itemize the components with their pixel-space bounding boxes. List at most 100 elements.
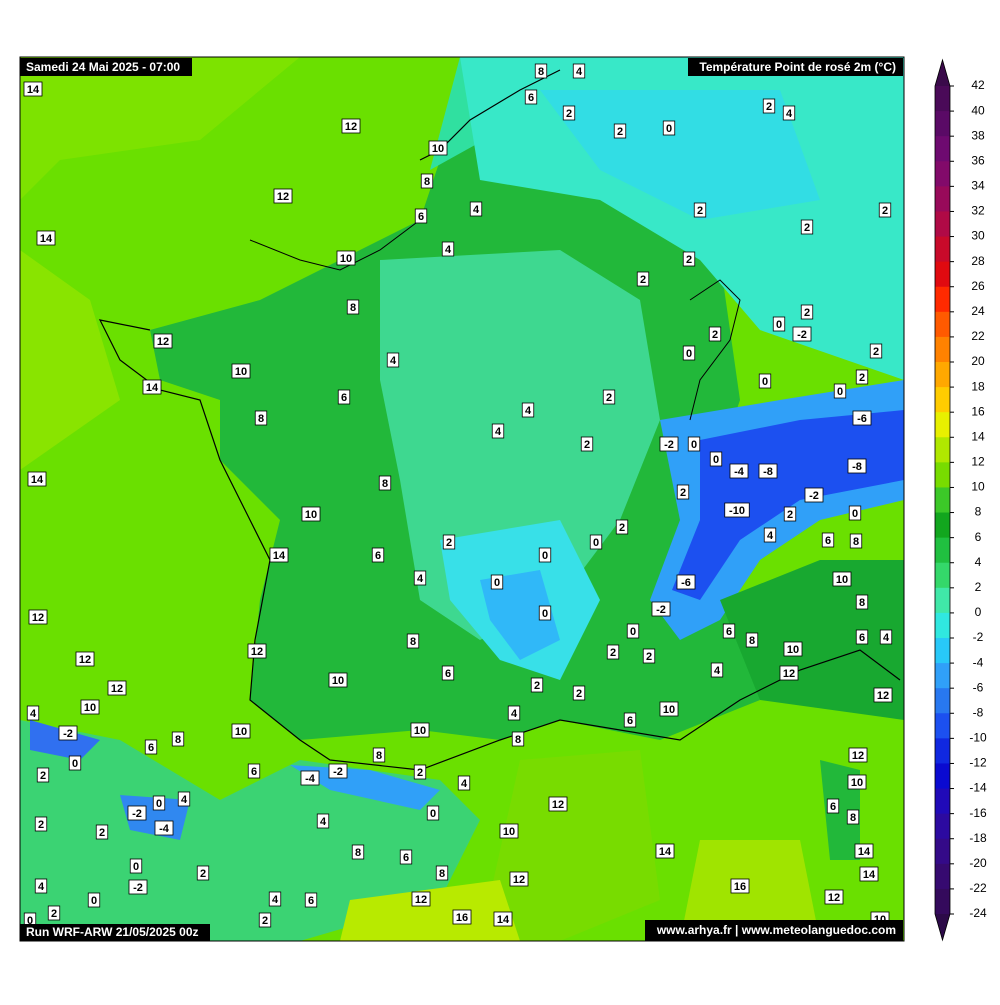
station-value: 4 bbox=[390, 355, 397, 367]
station-value: 12 bbox=[828, 892, 840, 904]
colorbar-tick-label: 8 bbox=[975, 505, 982, 519]
station-value: 12 bbox=[277, 191, 289, 203]
station-box bbox=[153, 333, 173, 349]
station-value: 14 bbox=[273, 550, 286, 562]
station-box bbox=[34, 816, 48, 832]
colorbar-tick-label: 34 bbox=[971, 179, 985, 193]
run-info: Run WRF-ARW 21/05/2025 00z bbox=[26, 925, 199, 939]
station-box bbox=[336, 250, 356, 266]
station-value: 2 bbox=[200, 868, 206, 880]
station-value: 8 bbox=[538, 66, 544, 78]
station-value: 12 bbox=[852, 750, 864, 762]
station-box bbox=[107, 680, 127, 696]
station-box bbox=[23, 81, 43, 97]
station-value: 4 bbox=[417, 573, 424, 585]
station-value: 10 bbox=[787, 644, 799, 656]
station-value: 4 bbox=[714, 665, 721, 677]
colorbar-cap-bottom bbox=[935, 914, 950, 940]
station-value: 2 bbox=[882, 205, 888, 217]
station-value: 10 bbox=[836, 574, 848, 586]
station-value: -4 bbox=[734, 466, 745, 478]
station-value: 12 bbox=[32, 612, 44, 624]
colorbar-tick-label: 40 bbox=[971, 103, 985, 117]
colorbar-segment bbox=[935, 888, 950, 915]
station-value: 10 bbox=[340, 253, 352, 265]
station-box bbox=[538, 605, 552, 621]
station-box bbox=[34, 878, 48, 894]
station-box bbox=[562, 105, 576, 121]
station-box bbox=[27, 471, 47, 487]
station-box bbox=[847, 458, 867, 474]
station-box bbox=[745, 632, 759, 648]
station-box bbox=[247, 643, 267, 659]
colorbar-tick-label: -12 bbox=[969, 756, 987, 770]
station-value: -6 bbox=[857, 413, 867, 425]
colorbar-tick-label: -18 bbox=[969, 831, 987, 845]
colorbar-tick-label: -6 bbox=[973, 680, 984, 694]
station-box bbox=[406, 633, 420, 649]
station-value: 2 bbox=[697, 205, 703, 217]
colorbar-segment bbox=[935, 236, 950, 263]
station-box bbox=[386, 352, 400, 368]
station-box bbox=[413, 764, 427, 780]
station-value: 10 bbox=[432, 143, 444, 155]
station-value: 4 bbox=[473, 204, 480, 216]
station-value: 14 bbox=[40, 233, 53, 245]
colorbar-tick-label: 14 bbox=[971, 429, 985, 443]
station-value: 14 bbox=[146, 382, 159, 394]
station-value: 6 bbox=[148, 742, 154, 754]
colorbar-tick-label: -10 bbox=[969, 731, 987, 745]
station-box bbox=[659, 436, 679, 452]
station-value: 6 bbox=[528, 92, 534, 104]
colorbar-segment bbox=[935, 512, 950, 539]
colorbar-tick-label: 0 bbox=[975, 605, 982, 619]
station-box bbox=[779, 665, 799, 681]
station-box bbox=[196, 865, 210, 881]
station-box bbox=[800, 219, 814, 235]
station-value: 4 bbox=[495, 426, 502, 438]
station-value: 2 bbox=[584, 439, 590, 451]
station-box bbox=[413, 570, 427, 586]
station-box bbox=[855, 369, 869, 385]
station-value: -8 bbox=[763, 466, 773, 478]
station-box bbox=[341, 118, 361, 134]
station-box bbox=[371, 547, 385, 563]
station-box bbox=[730, 878, 750, 894]
station-box bbox=[301, 506, 321, 522]
colorbar-tick-label: 6 bbox=[975, 530, 982, 544]
colorbar-tick-label: -8 bbox=[973, 705, 984, 719]
station-value: -2 bbox=[797, 329, 807, 341]
station-box bbox=[127, 805, 147, 821]
station-box bbox=[659, 701, 679, 717]
site: www.arhya.fr | www.meteolanguedoc.com bbox=[656, 923, 896, 937]
station-box bbox=[442, 534, 456, 550]
station-value: 2 bbox=[873, 346, 879, 358]
station-value: 12 bbox=[251, 646, 263, 658]
station-box bbox=[852, 410, 872, 426]
station-box bbox=[491, 423, 505, 439]
station-value: 10 bbox=[235, 366, 247, 378]
station-box bbox=[534, 63, 548, 79]
station-box bbox=[800, 304, 814, 320]
station-box bbox=[304, 892, 318, 908]
station-box bbox=[58, 725, 78, 741]
station-box bbox=[269, 547, 289, 563]
station-box bbox=[47, 905, 61, 921]
station-box bbox=[399, 849, 413, 865]
colorbar-segment bbox=[935, 587, 950, 614]
station-value: 0 bbox=[91, 895, 97, 907]
station-box bbox=[623, 712, 637, 728]
station-box bbox=[457, 775, 471, 791]
station-box bbox=[758, 373, 772, 389]
station-box bbox=[682, 251, 696, 267]
station-box bbox=[490, 574, 504, 590]
station-box bbox=[493, 911, 513, 927]
station-box bbox=[859, 866, 879, 882]
colorbar-tick-label: 18 bbox=[971, 379, 985, 393]
station-box bbox=[426, 805, 440, 821]
station-value: 0 bbox=[27, 915, 33, 927]
station-value: 0 bbox=[542, 550, 548, 562]
colorbar-tick-label: -4 bbox=[973, 655, 984, 669]
colorbar-segment bbox=[935, 813, 950, 840]
